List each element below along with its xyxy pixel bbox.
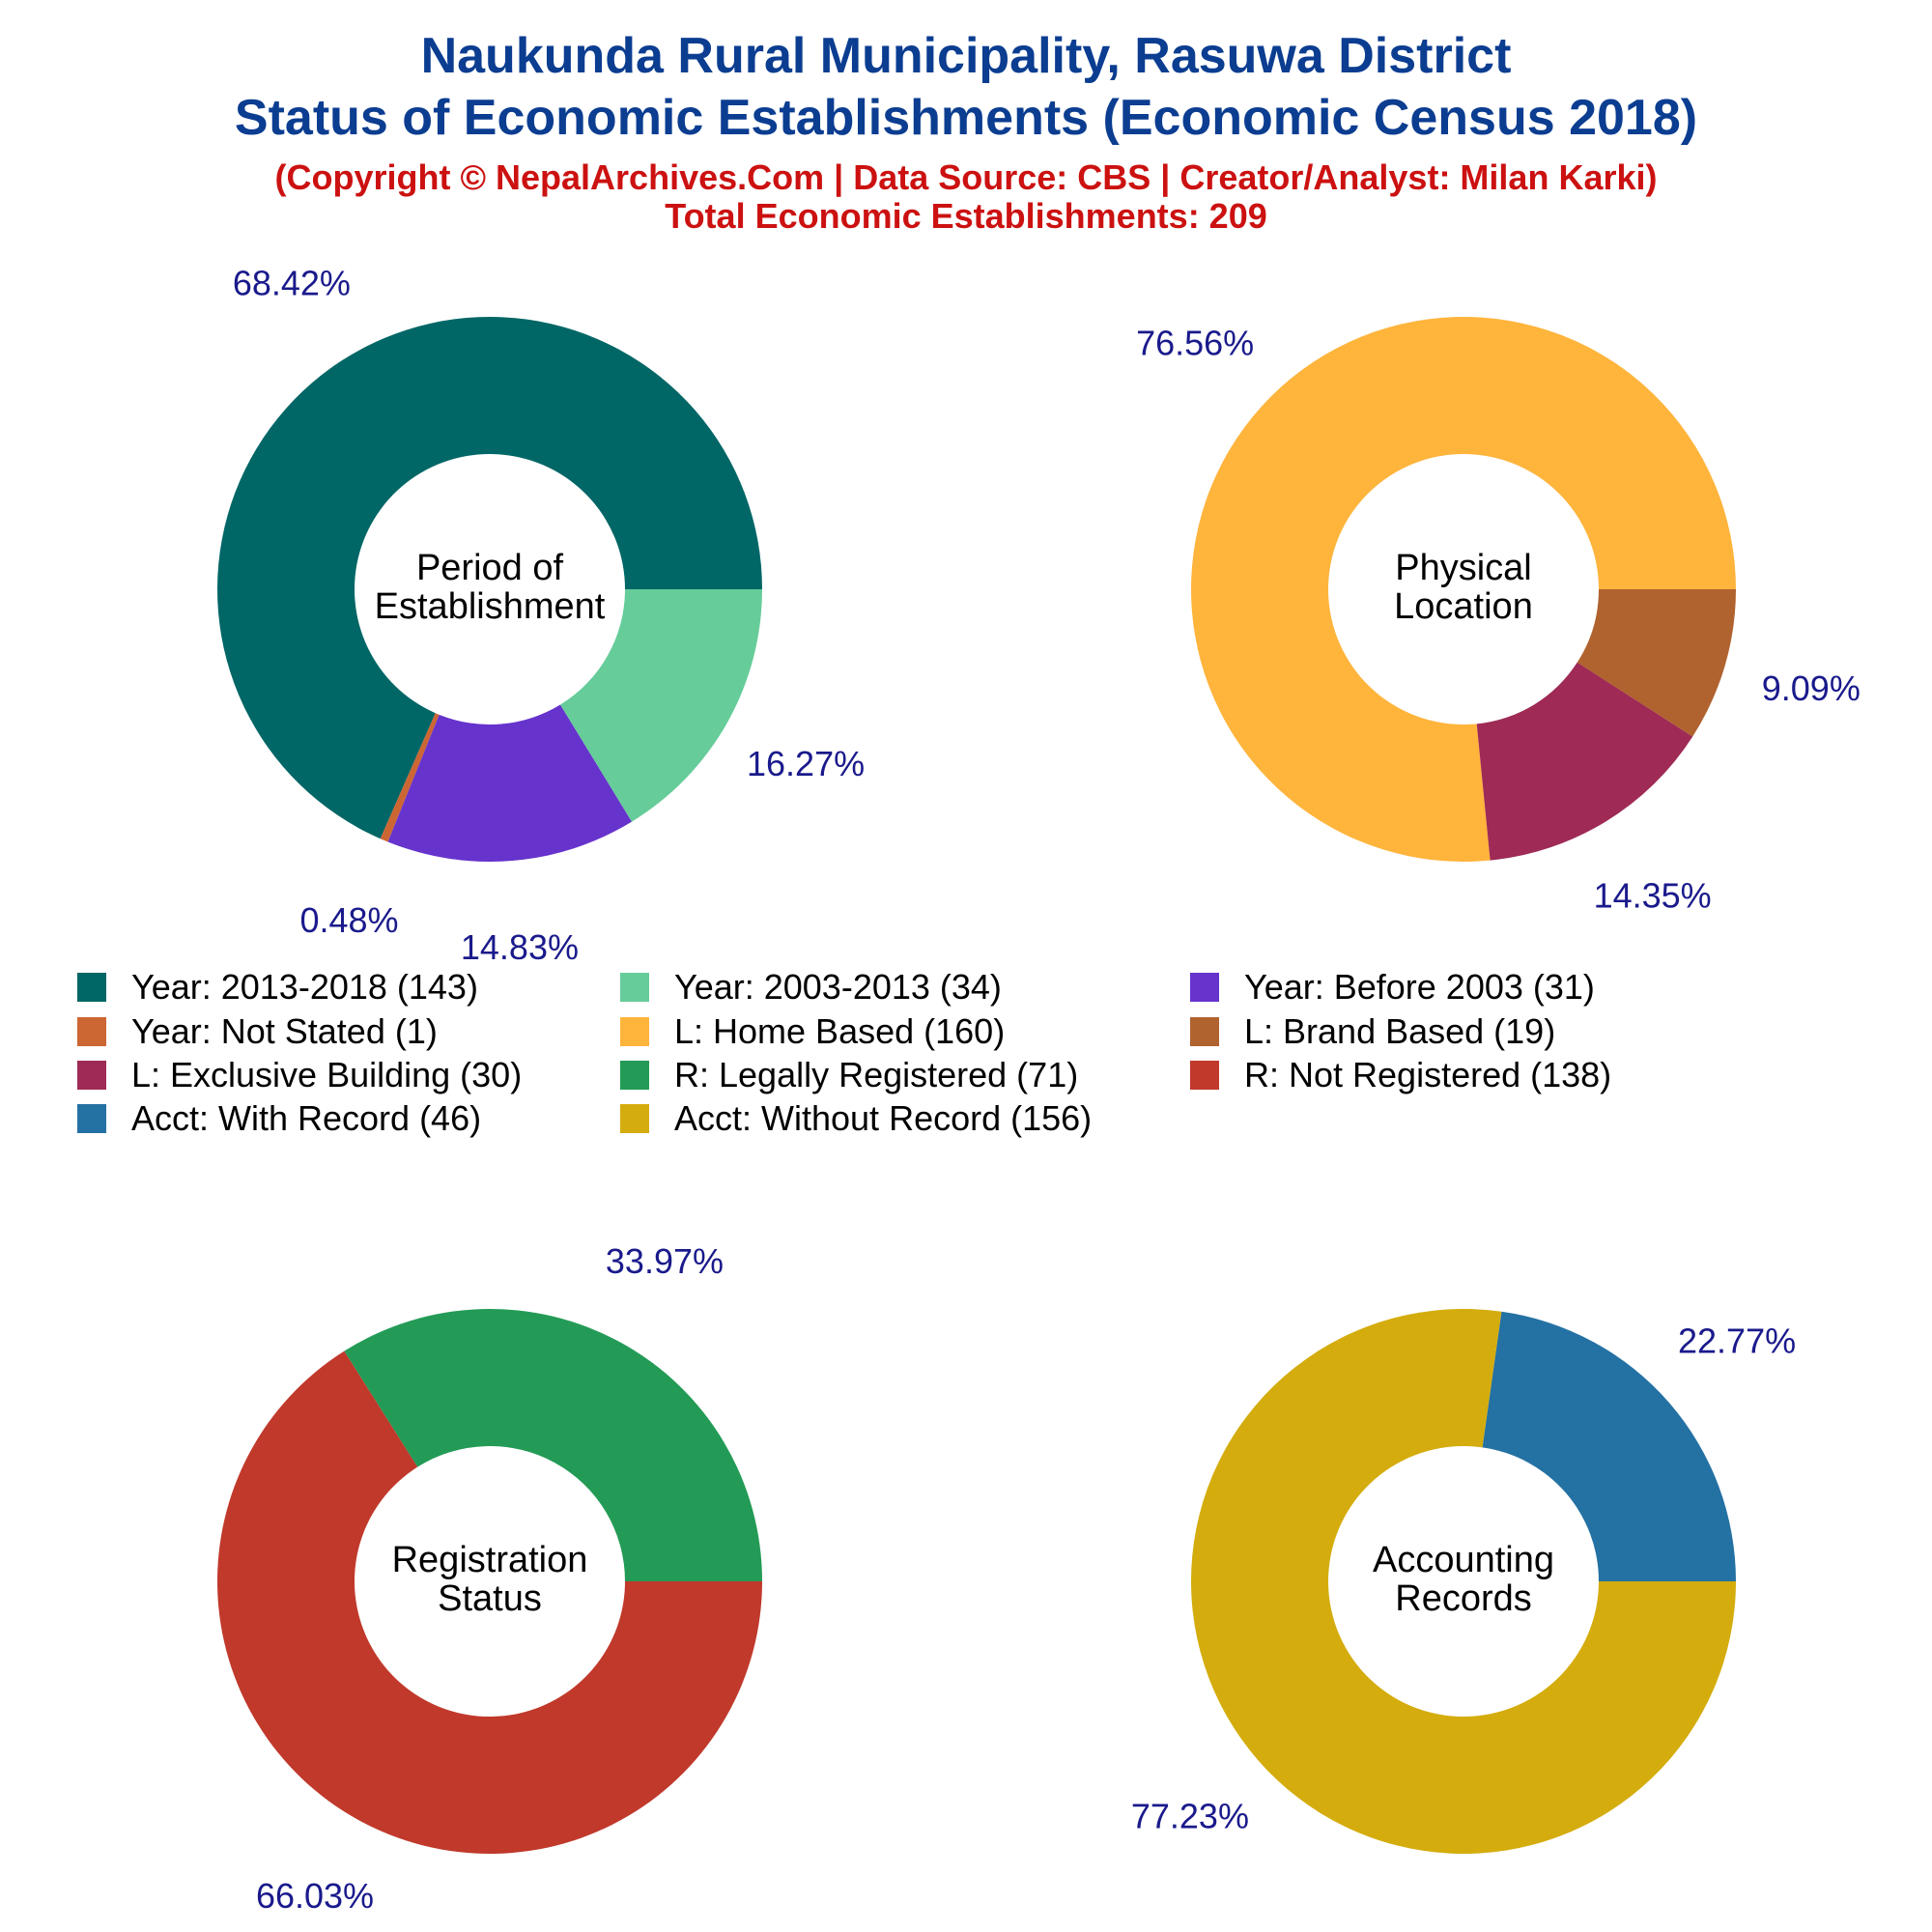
donut-1-percent-label-2: 0.48% — [299, 900, 398, 940]
legend-swatch — [77, 1061, 106, 1090]
donut-3-percent-label-2: 66.03% — [256, 1876, 374, 1916]
donut-4-slice-2 — [1191, 1309, 1736, 1854]
legend-swatch — [1190, 1017, 1219, 1046]
legend-swatch — [1190, 1061, 1219, 1090]
legend-swatch — [77, 1017, 106, 1046]
legend-item: Acct: Without Record (156) — [620, 1101, 1092, 1136]
legend-label: Year: 2013-2018 (143) — [131, 967, 478, 1007]
legend-label: L: Exclusive Building (30) — [131, 1055, 523, 1094]
donut-2-percent-label-1: 76.56% — [1136, 324, 1254, 363]
legend-swatch — [77, 1104, 106, 1133]
legend-label: Year: 2003-2013 (34) — [674, 967, 1002, 1007]
donut-2-slice-1 — [1190, 317, 1736, 863]
legend-swatch — [620, 1017, 649, 1046]
donut-2-percent-label-3: 9.09% — [1762, 668, 1861, 708]
donut-4-center-label-1: Accounting — [1373, 1540, 1554, 1580]
legend-label: R: Not Registered (138) — [1244, 1055, 1612, 1094]
legend-swatch — [77, 973, 106, 1002]
donut-1-slice-2 — [380, 713, 440, 842]
legend-item: L: Exclusive Building (30) — [77, 1058, 522, 1093]
donut-1-percent-label-3: 14.83% — [461, 927, 579, 967]
legend-label: Acct: With Record (46) — [131, 1098, 482, 1138]
donut-3-slice-2 — [216, 1350, 762, 1854]
donut-1-percent-label-4: 16.27% — [747, 744, 865, 783]
legend-item: L: Brand Based (19) — [1190, 1014, 1555, 1049]
legend-label: L: Brand Based (19) — [1244, 1011, 1556, 1051]
donut-1-percent-label-1: 68.42% — [233, 264, 351, 303]
legend-item: Year: Not Stated (1) — [77, 1014, 438, 1049]
donut-2-center-label-2: Location — [1394, 586, 1533, 627]
legend-label: R: Legally Registered (71) — [674, 1055, 1079, 1094]
chart-title-line-1: Naukunda Rural Municipality, Rasuwa Dist… — [420, 28, 1512, 84]
legend-label: Year: Not Stated (1) — [131, 1011, 438, 1051]
copyright-note: (Copyright © NepalArchives.Com | Data So… — [274, 157, 1658, 197]
legend-item: L: Home Based (160) — [620, 1014, 1005, 1049]
legend-swatch — [1190, 973, 1219, 1002]
donut-1-slice-1 — [217, 317, 763, 839]
legend-item: Year: Before 2003 (31) — [1190, 970, 1595, 1005]
donut-2-slice-3 — [1577, 589, 1736, 737]
donut-3-center-label-1: Registration — [392, 1540, 588, 1580]
donut-4-center-label-2: Records — [1395, 1578, 1532, 1619]
donut-3-percent-label-1: 33.97% — [606, 1241, 724, 1281]
donut-2-center-label-1: Physical — [1395, 548, 1532, 588]
donut-3-slice-1 — [344, 1309, 762, 1581]
donut-1-slice-3 — [387, 704, 633, 862]
total-establishments: Total Economic Establishments: 209 — [665, 196, 1267, 236]
donut-1-slice-4 — [559, 589, 762, 822]
legend-swatch — [620, 973, 649, 1002]
donut-2-percent-label-2: 14.35% — [1594, 875, 1712, 915]
legend-label: Year: Before 2003 (31) — [1244, 967, 1595, 1007]
legend-item: Acct: With Record (46) — [77, 1101, 481, 1136]
legend-item: Year: 2003-2013 (34) — [620, 970, 1002, 1005]
donut-3-center-label-2: Status — [438, 1578, 542, 1619]
legend-item: R: Not Registered (138) — [1190, 1058, 1611, 1093]
legend-label: Acct: Without Record (156) — [674, 1098, 1093, 1138]
donut-1-center-label-1: Period of — [416, 548, 564, 588]
donut-4-slice-1 — [1482, 1311, 1736, 1581]
donut-4-percent-label-2: 77.23% — [1131, 1796, 1249, 1835]
legend-swatch — [620, 1061, 649, 1090]
legend-swatch — [620, 1104, 649, 1133]
donut-4-percent-label-1: 22.77% — [1678, 1321, 1796, 1361]
legend-item: R: Legally Registered (71) — [620, 1058, 1078, 1093]
legend-item: Year: 2013-2018 (143) — [77, 970, 478, 1005]
legend-label: L: Home Based (160) — [674, 1011, 1006, 1051]
donut-2-slice-2 — [1476, 662, 1693, 861]
chart-title-line-2: Status of Economic Establishments (Econo… — [234, 90, 1698, 146]
donut-1-center-label-2: Establishment — [375, 586, 606, 627]
